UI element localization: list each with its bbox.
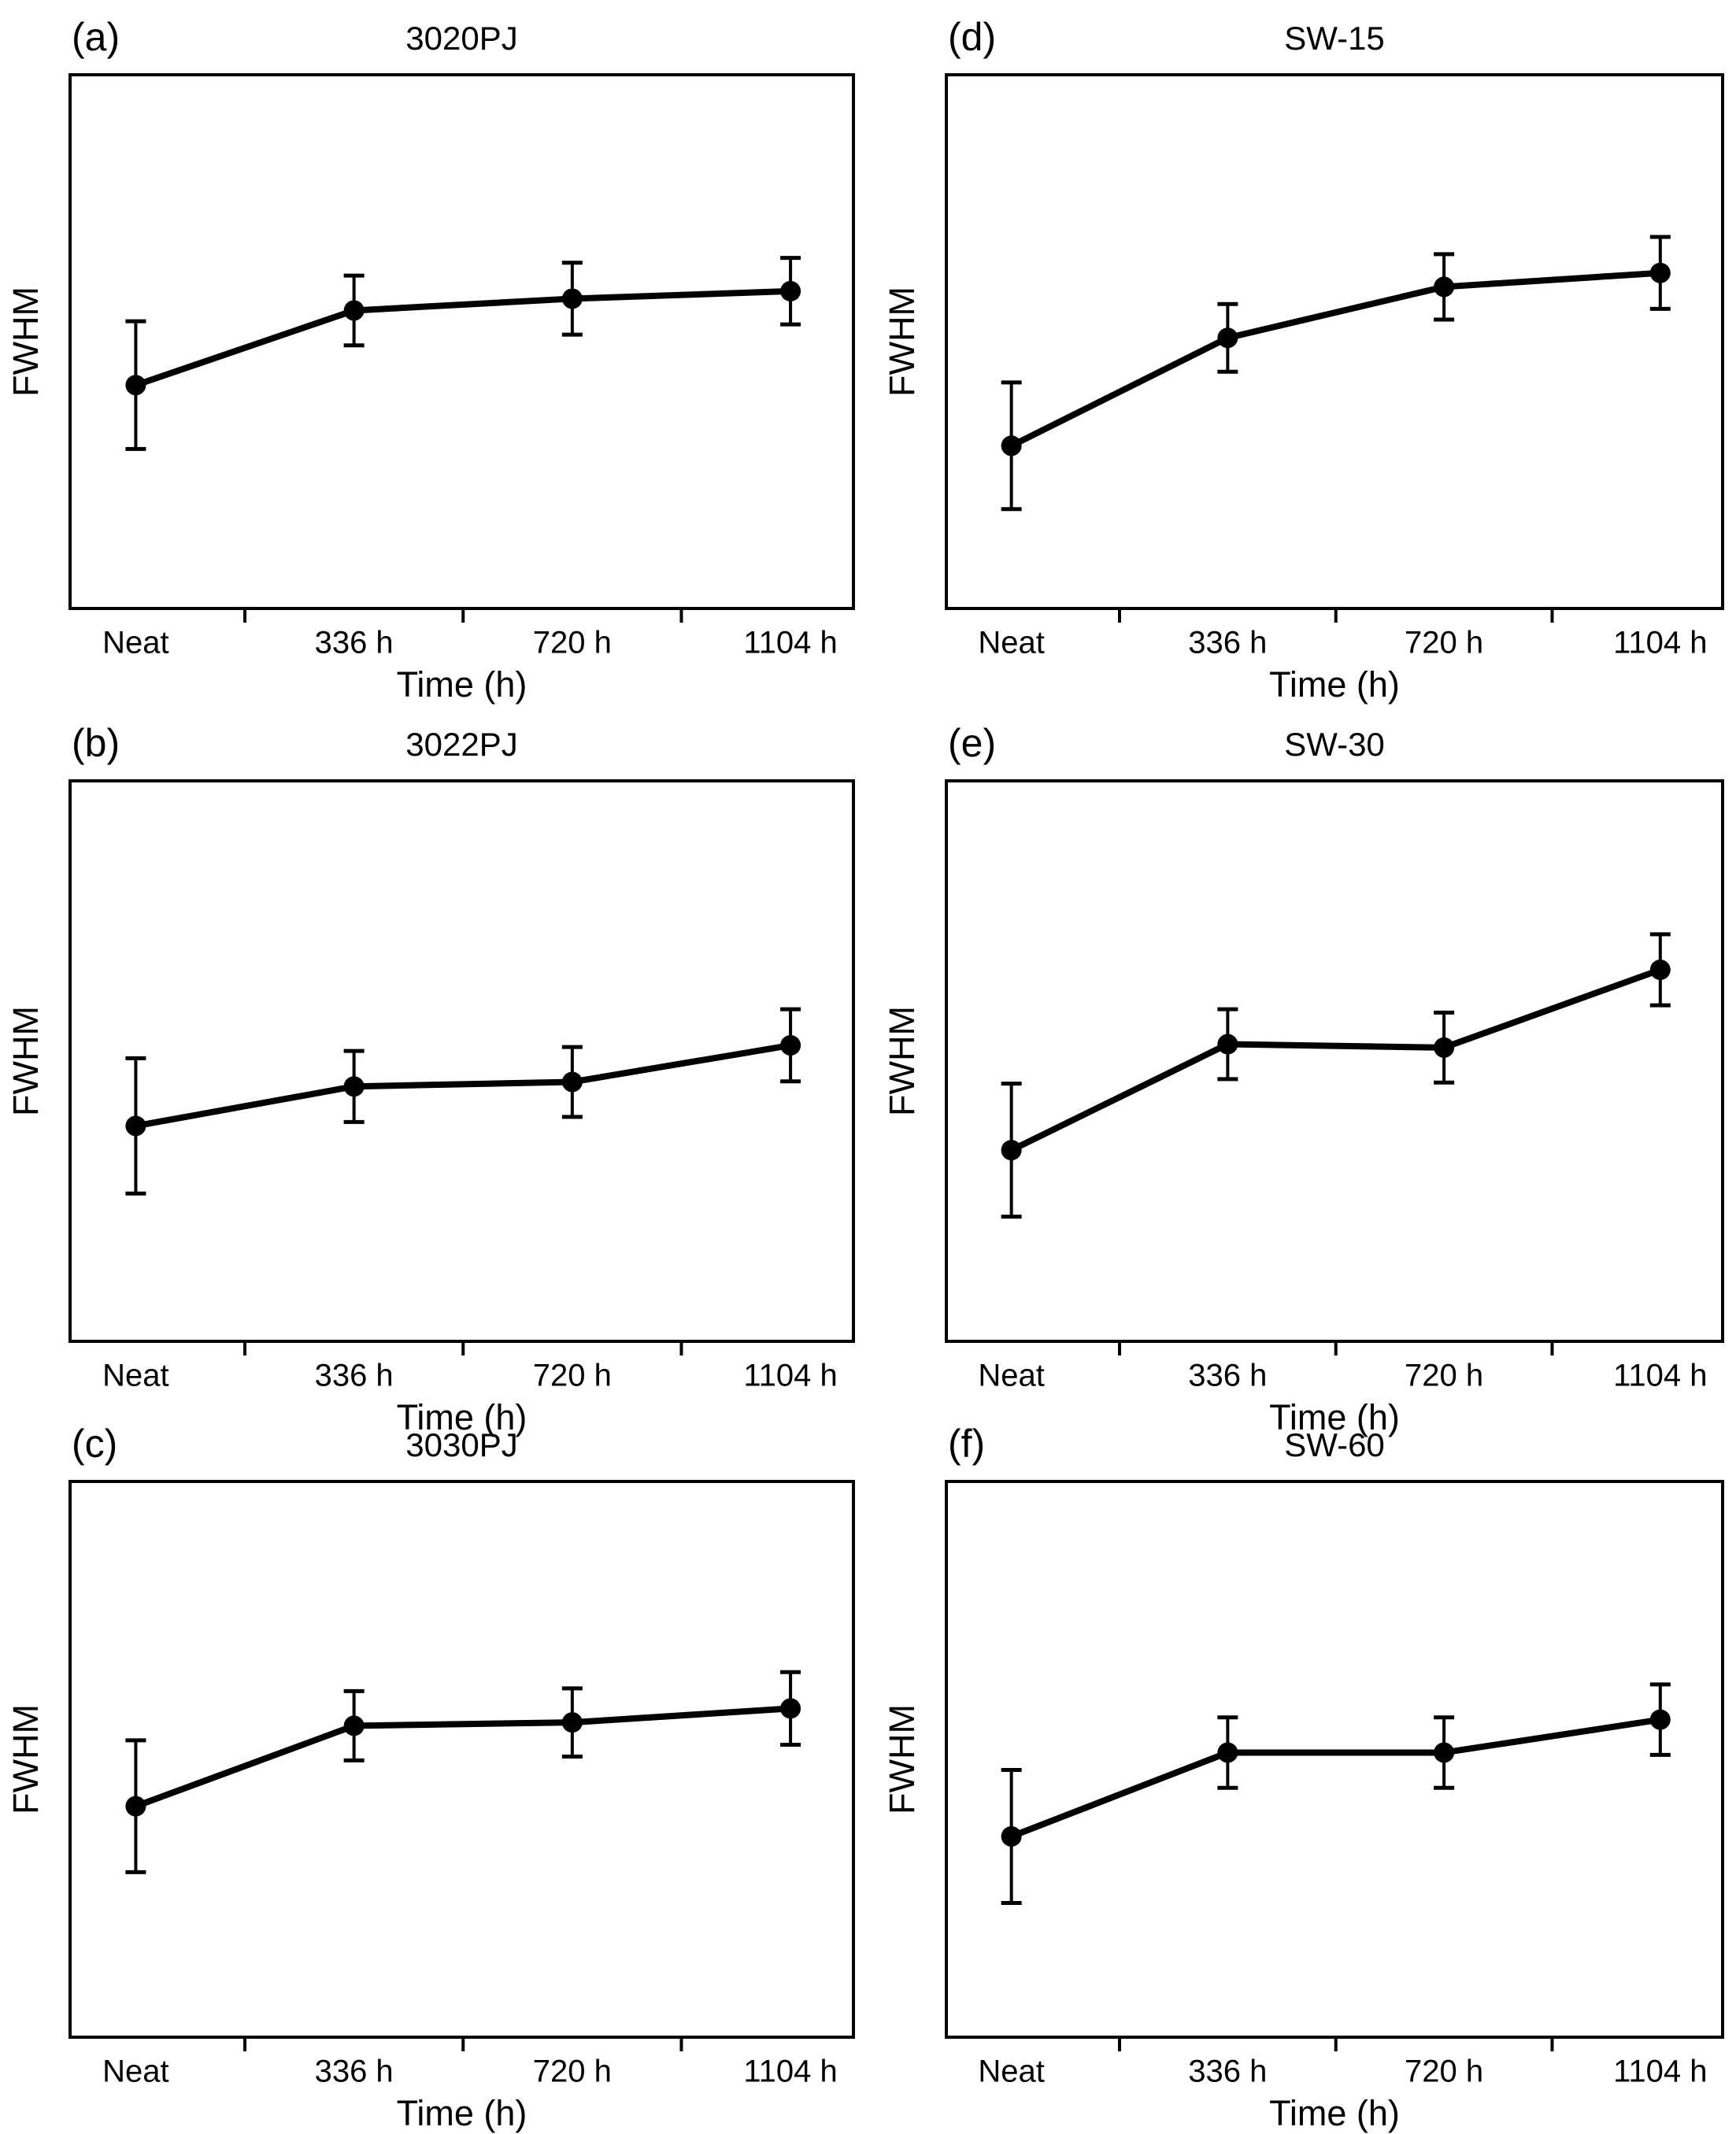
x-axis-label-d: Time (h) — [1269, 664, 1400, 705]
plot-area-e — [945, 779, 1724, 1355]
panel-title-b: 3022PJ — [405, 726, 518, 763]
panel-letter-f: (f) — [948, 1422, 986, 1466]
plot-area-f — [945, 1480, 1724, 2051]
x-tick-label-a-neat: Neat — [102, 625, 169, 660]
plot-area-d — [945, 73, 1724, 623]
x-tick-label-d-1104h: 1104 h — [1613, 625, 1708, 660]
x-axis-label-f: Time (h) — [1269, 2093, 1400, 2133]
panel-title-a: 3020PJ — [405, 20, 518, 57]
x-tick-label-a-720h: 720 h — [532, 625, 612, 660]
x-tick-label-e-720h: 720 h — [1405, 1358, 1484, 1393]
panel-title-f: SW-60 — [1284, 1426, 1385, 1463]
x-tick-label-e-neat: Neat — [978, 1358, 1045, 1393]
panel-title-e: SW-30 — [1284, 726, 1385, 763]
x-tick-label-d-720h: 720 h — [1405, 625, 1484, 660]
x-tick-label-b-neat: Neat — [102, 1358, 169, 1393]
panel-letter-e: (e) — [948, 721, 997, 765]
x-tick-label-a-336h: 336 h — [314, 625, 394, 660]
panel-letter-c: (c) — [72, 1422, 118, 1466]
x-axis-label-a: Time (h) — [396, 664, 527, 705]
x-tick-label-c-1104h: 1104 h — [743, 2054, 838, 2089]
panel-letter-a: (a) — [72, 15, 120, 59]
panel-letter-b: (b) — [72, 721, 120, 765]
x-tick-label-f-neat: Neat — [978, 2054, 1045, 2089]
x-axis-label-b: Time (h) — [396, 1397, 527, 1437]
x-tick-label-e-336h: 336 h — [1188, 1358, 1268, 1393]
x-tick-label-b-336h: 336 h — [314, 1358, 394, 1393]
plot-area-a — [68, 73, 855, 623]
x-tick-label-c-neat: Neat — [102, 2054, 169, 2089]
x-tick-label-f-1104h: 1104 h — [1613, 2054, 1708, 2089]
plot-area-b — [68, 779, 855, 1355]
x-tick-label-b-1104h: 1104 h — [743, 1358, 838, 1393]
x-tick-label-d-neat: Neat — [978, 625, 1045, 660]
panel-title-c: 3030PJ — [405, 1426, 518, 1463]
panel-title-d: SW-15 — [1284, 20, 1385, 57]
plot-area-c — [68, 1480, 855, 2051]
panel-letter-d: (d) — [948, 15, 997, 59]
x-tick-label-f-336h: 336 h — [1188, 2054, 1268, 2089]
x-tick-label-c-720h: 720 h — [532, 2054, 612, 2089]
y-axis-label-f: FWHM — [882, 1704, 922, 1814]
x-tick-label-c-336h: 336 h — [314, 2054, 394, 2089]
x-tick-label-e-1104h: 1104 h — [1613, 1358, 1708, 1393]
x-tick-label-f-720h: 720 h — [1405, 2054, 1484, 2089]
x-tick-label-b-720h: 720 h — [532, 1358, 612, 1393]
x-tick-label-d-336h: 336 h — [1188, 625, 1268, 660]
x-tick-label-a-1104h: 1104 h — [743, 625, 838, 660]
x-axis-label-e: Time (h) — [1269, 1397, 1400, 1437]
